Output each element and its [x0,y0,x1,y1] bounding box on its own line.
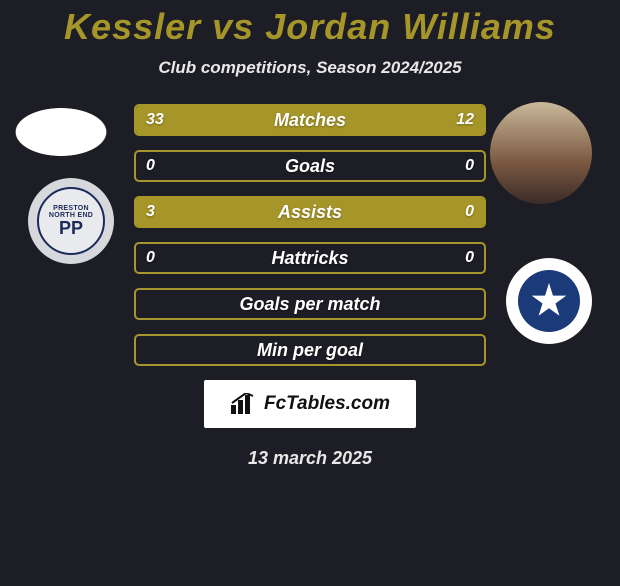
club-right-badge [506,258,592,344]
stat-label: Goals per match [239,294,380,315]
stat-row: 0 0 Hattricks [134,242,486,274]
stat-row: 33 12 Matches [134,104,486,136]
stat-row: 3 0 Assists [134,196,486,228]
stat-row: Goals per match [134,288,486,320]
star-icon [531,283,567,319]
comparison-panel: PRESTON NORTH END PP 33 12 Matches 0 0 Goals 3… [0,100,620,469]
stat-label: Min per goal [257,340,363,361]
stat-label: Hattricks [271,248,348,269]
stat-row: 0 0 Goals [134,150,486,182]
stat-label: Goals [285,156,335,177]
chart-icon [230,393,258,415]
stat-value-left: 0 [146,249,155,267]
stat-bars: 33 12 Matches 0 0 Goals 3 0 Assists 0 0 Hattricks Go… [134,100,486,366]
stat-row: Min per goal [134,334,486,366]
stat-value-left: 0 [146,157,155,175]
stat-value-right: 0 [465,249,474,267]
stat-value-right: 0 [465,203,474,221]
page-title: Kessler vs Jordan Williams [0,6,620,48]
club-left-badge: PRESTON NORTH END PP [28,178,114,264]
stat-label: Matches [274,110,346,131]
branding-box: FcTables.com [204,380,416,428]
date-text: 13 march 2025 [0,448,620,469]
stat-label: Assists [278,202,342,223]
player-left-avatar [8,104,114,160]
stat-value-right: 12 [456,111,474,129]
stat-value-right: 0 [465,157,474,175]
subtitle: Club competitions, Season 2024/2025 [0,58,620,78]
stat-value-left: 3 [146,203,155,221]
stat-value-left: 33 [146,111,164,129]
player-right-avatar [490,102,592,204]
branding-text: FcTables.com [264,393,390,415]
